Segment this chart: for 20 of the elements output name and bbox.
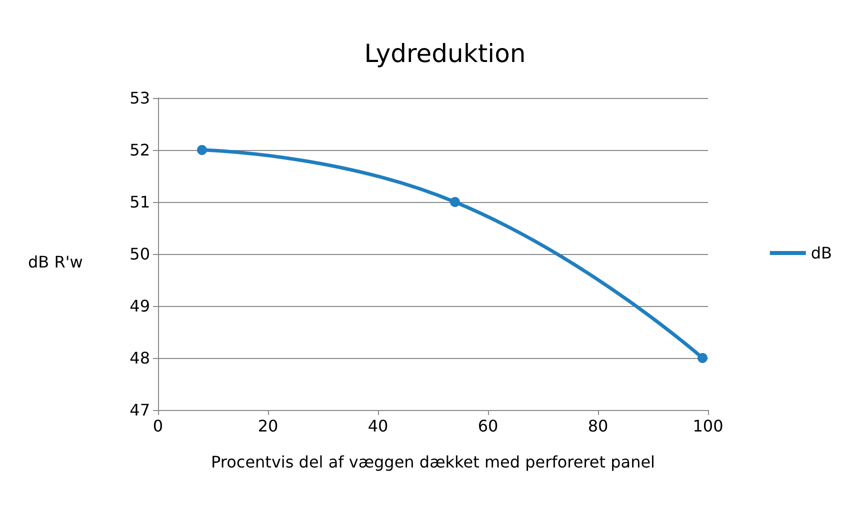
point — [698, 353, 708, 363]
y-tick-label: 49 — [130, 296, 150, 316]
x-tick-label: 40 — [368, 416, 388, 436]
x-tick-label: 20 — [258, 416, 278, 436]
y-tick-label: 52 — [130, 140, 150, 160]
y-tick-label: 47 — [130, 400, 150, 420]
x-tick-label: 80 — [588, 416, 608, 436]
y-tick-label: 50 — [130, 244, 150, 264]
y-axis-title: dB R'w — [28, 252, 83, 272]
y-tick-label: 51 — [130, 192, 150, 212]
y-tick-label: 53 — [130, 88, 150, 108]
y-tick-label: 48 — [130, 348, 150, 368]
x-tick-label: 60 — [478, 416, 498, 436]
point — [450, 197, 460, 207]
x-tick-label: 0 — [152, 416, 164, 436]
legend-label: dB — [810, 244, 832, 262]
point — [197, 145, 207, 155]
x-axis-title: Procentvis del af væggen dækket med perforeret panel — [211, 452, 655, 472]
chart-title: Lydreduktion — [364, 39, 526, 68]
x-tick-label: 100 — [692, 416, 724, 436]
